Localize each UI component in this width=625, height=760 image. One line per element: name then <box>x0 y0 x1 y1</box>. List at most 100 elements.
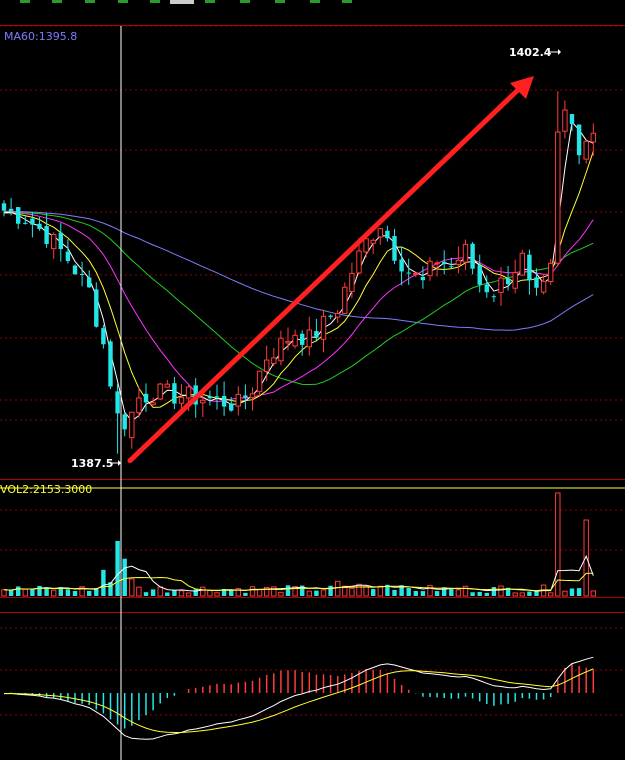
volume-bar-down <box>8 590 14 596</box>
candle-body-up <box>306 329 313 348</box>
candle-body-down <box>143 393 149 403</box>
volume-bar-up <box>79 586 85 597</box>
volume-bar-down <box>108 582 113 596</box>
candle-body-up <box>370 239 376 244</box>
toolbar-tab-active[interactable] <box>170 0 194 4</box>
candle-body-down <box>58 232 63 250</box>
candle-body-down <box>72 265 78 275</box>
low-annotation: 1387.5 <box>71 457 121 470</box>
candle-body-down <box>65 251 71 262</box>
high-pointer-arrow-icon <box>558 49 561 55</box>
volume-bar-up <box>462 585 469 597</box>
volume-bar-up <box>51 589 57 597</box>
candle-body-down <box>94 289 99 327</box>
candle-body-down <box>477 265 482 285</box>
volume-bar-up <box>235 588 242 597</box>
volume-bar-down <box>385 584 390 596</box>
volume-bar-down <box>420 591 426 596</box>
volume-bar-up <box>590 590 596 597</box>
volume-bar-up <box>207 589 213 597</box>
candle-body-up <box>136 397 142 414</box>
volume-bar-up <box>548 592 554 597</box>
volume-bar-down <box>434 591 440 596</box>
volume-bar-up <box>214 592 220 597</box>
volume-bar-up <box>178 590 185 597</box>
high-price-label: 1402.4 <box>509 46 552 59</box>
candle-body-up <box>264 359 270 372</box>
candle-body-up <box>462 243 469 263</box>
candle-body-down <box>172 383 177 404</box>
candle-body-up <box>200 399 206 404</box>
candle-body-down <box>115 391 120 414</box>
candle-body-down <box>1 203 7 211</box>
candle-body-up <box>278 337 284 362</box>
ma15-line <box>3 211 594 402</box>
volume-bar-up <box>377 585 384 597</box>
candle-body-down <box>534 277 539 288</box>
candle-body-up <box>434 262 440 265</box>
high-annotation: 1402.4 <box>509 46 561 59</box>
volume-bar-down <box>285 585 291 596</box>
vol-label: VOL2:2153.3000 <box>0 483 92 496</box>
macd-dea-line <box>3 668 594 733</box>
candle-body-up <box>377 228 384 238</box>
volume-bars <box>1 492 596 597</box>
candle-body-down <box>23 222 28 224</box>
volume-bar-down <box>87 590 92 596</box>
candle-body-down <box>314 331 319 338</box>
volume-bar-down <box>101 569 106 596</box>
candle-body-up <box>349 272 355 293</box>
volume-bar-down <box>229 589 234 596</box>
candle-body-up <box>540 280 547 293</box>
volume-bar-down <box>243 592 248 596</box>
candle-body-down <box>87 277 92 288</box>
volume-bar-down <box>569 588 575 596</box>
volume-bar-up <box>278 591 284 597</box>
top-toolbar <box>0 0 625 6</box>
candle-body-down <box>8 208 14 212</box>
volume-bar-down <box>505 587 511 596</box>
macd-dif-line <box>3 656 594 740</box>
panel-borders <box>0 25 625 613</box>
candle-body-up <box>150 402 156 406</box>
candle-body-down <box>122 414 127 430</box>
volume-bar-down <box>413 591 418 596</box>
volume-bar-up <box>1 589 7 597</box>
volume-bar-up <box>264 586 270 597</box>
volume-bar-down <box>94 588 99 596</box>
candle-body-up <box>185 386 192 399</box>
candle-body-up <box>285 340 291 344</box>
ma7-line <box>3 151 594 408</box>
trend-arrow-shaft <box>127 85 523 464</box>
volume-bar-down <box>143 592 149 596</box>
volume-bar-up <box>427 584 433 597</box>
volume-bar-down <box>371 589 376 596</box>
volume-bar-up <box>136 586 142 597</box>
volume-bar-up <box>271 586 277 597</box>
candle-body-down <box>385 230 390 239</box>
volume-bar-up <box>157 586 163 597</box>
candle-body-up <box>235 393 242 407</box>
candle-body-up <box>363 238 369 253</box>
volume-ma10-line <box>3 572 594 592</box>
volume-bar-up <box>519 592 525 597</box>
volume-bar-up <box>512 592 518 597</box>
candle-body-down <box>229 403 234 411</box>
volume-bar-down <box>172 589 177 596</box>
volume-bar-down <box>399 585 404 596</box>
volume-ma5-line <box>3 554 594 592</box>
candle-body-down <box>449 266 454 268</box>
candle-body-up <box>555 131 561 264</box>
volume-bar-down <box>72 590 78 596</box>
moving-average-lines <box>3 120 594 422</box>
candle-body-down <box>420 276 426 281</box>
volume-bar-down <box>442 587 447 596</box>
candle-body-up <box>356 250 362 274</box>
volume-bar-down <box>122 558 127 596</box>
candle-body-up <box>249 393 256 399</box>
volume-bar-down <box>576 588 582 596</box>
volume-bar-down <box>449 587 454 596</box>
candle-body-down <box>79 273 85 275</box>
candle-body-up <box>157 383 163 400</box>
volume-bar-up <box>129 578 135 597</box>
